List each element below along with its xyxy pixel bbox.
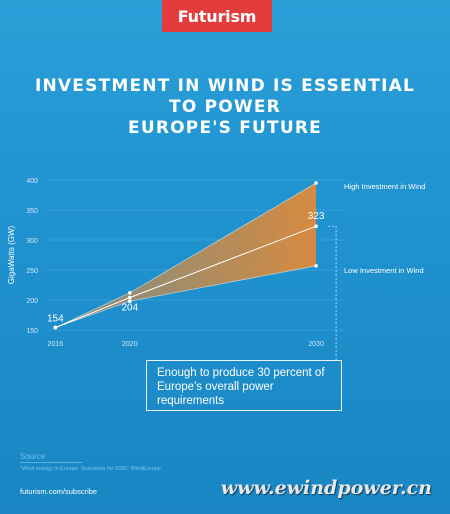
high-investment-line-point-2030 bbox=[314, 181, 318, 185]
legend-high-investment: High Investment in Wind bbox=[344, 182, 425, 191]
y-tick-200: 200 bbox=[26, 298, 38, 305]
x-tick-2020: 2020 bbox=[122, 341, 138, 348]
watermark: www.ewindpower.cn bbox=[220, 477, 432, 499]
data-label-2030: 323 bbox=[308, 211, 325, 222]
low-investment-line-point-2030 bbox=[314, 264, 318, 268]
projection-line-point-2030 bbox=[314, 224, 318, 228]
low-investment-line-point-2020 bbox=[128, 299, 132, 303]
source-heading: Source bbox=[20, 452, 46, 461]
subscribe-link[interactable]: futurism.com/subscribe bbox=[20, 487, 98, 496]
callout-line-3: requirements bbox=[157, 395, 225, 407]
x-tick-2030: 2030 bbox=[308, 341, 324, 348]
y-tick-350: 350 bbox=[26, 208, 38, 215]
callout-line-2: Europe's overall power bbox=[157, 381, 274, 393]
y-axis-label: GigaWatts (GW) bbox=[7, 225, 16, 284]
source-citation: "Wind energy in Europe: Scenarios for 20… bbox=[20, 466, 161, 472]
data-label-2016: 154 bbox=[47, 314, 64, 325]
page-title: INVESTMENT IN WIND IS ESSENTIAL TO POWER… bbox=[20, 76, 430, 139]
projection-line-point-2020 bbox=[128, 295, 132, 300]
y-tick-400: 400 bbox=[26, 178, 38, 185]
wind-investment-chart: 150 200 250 300 350 400 2016 2020 2030 GigaWatts … bbox=[7, 178, 425, 360]
legend-low-investment: Low Investment in Wind bbox=[344, 266, 424, 275]
y-tick-250: 250 bbox=[26, 268, 38, 275]
title-line-1: INVESTMENT IN WIND IS ESSENTIAL TO POWER bbox=[34, 76, 415, 117]
y-tick-150: 150 bbox=[26, 328, 38, 335]
title-line-2: EUROPE'S FUTURE bbox=[128, 118, 322, 138]
x-tick-2016: 2016 bbox=[48, 341, 64, 348]
data-label-2020: 204 bbox=[121, 303, 138, 314]
high-investment-line-point-2020 bbox=[128, 291, 132, 295]
annotation-connector bbox=[328, 225, 337, 360]
futurism-logo: Futurism bbox=[162, 0, 272, 32]
y-tick-300: 300 bbox=[26, 238, 38, 245]
investment-range-band bbox=[55, 183, 317, 328]
chart-annotation-box: Enough to produce 30 percent of Europe's… bbox=[146, 360, 342, 411]
source-divider bbox=[20, 462, 82, 463]
callout-line-1: Enough to produce 30 percent of bbox=[157, 367, 325, 379]
projection-line-point-2016 bbox=[53, 325, 58, 330]
